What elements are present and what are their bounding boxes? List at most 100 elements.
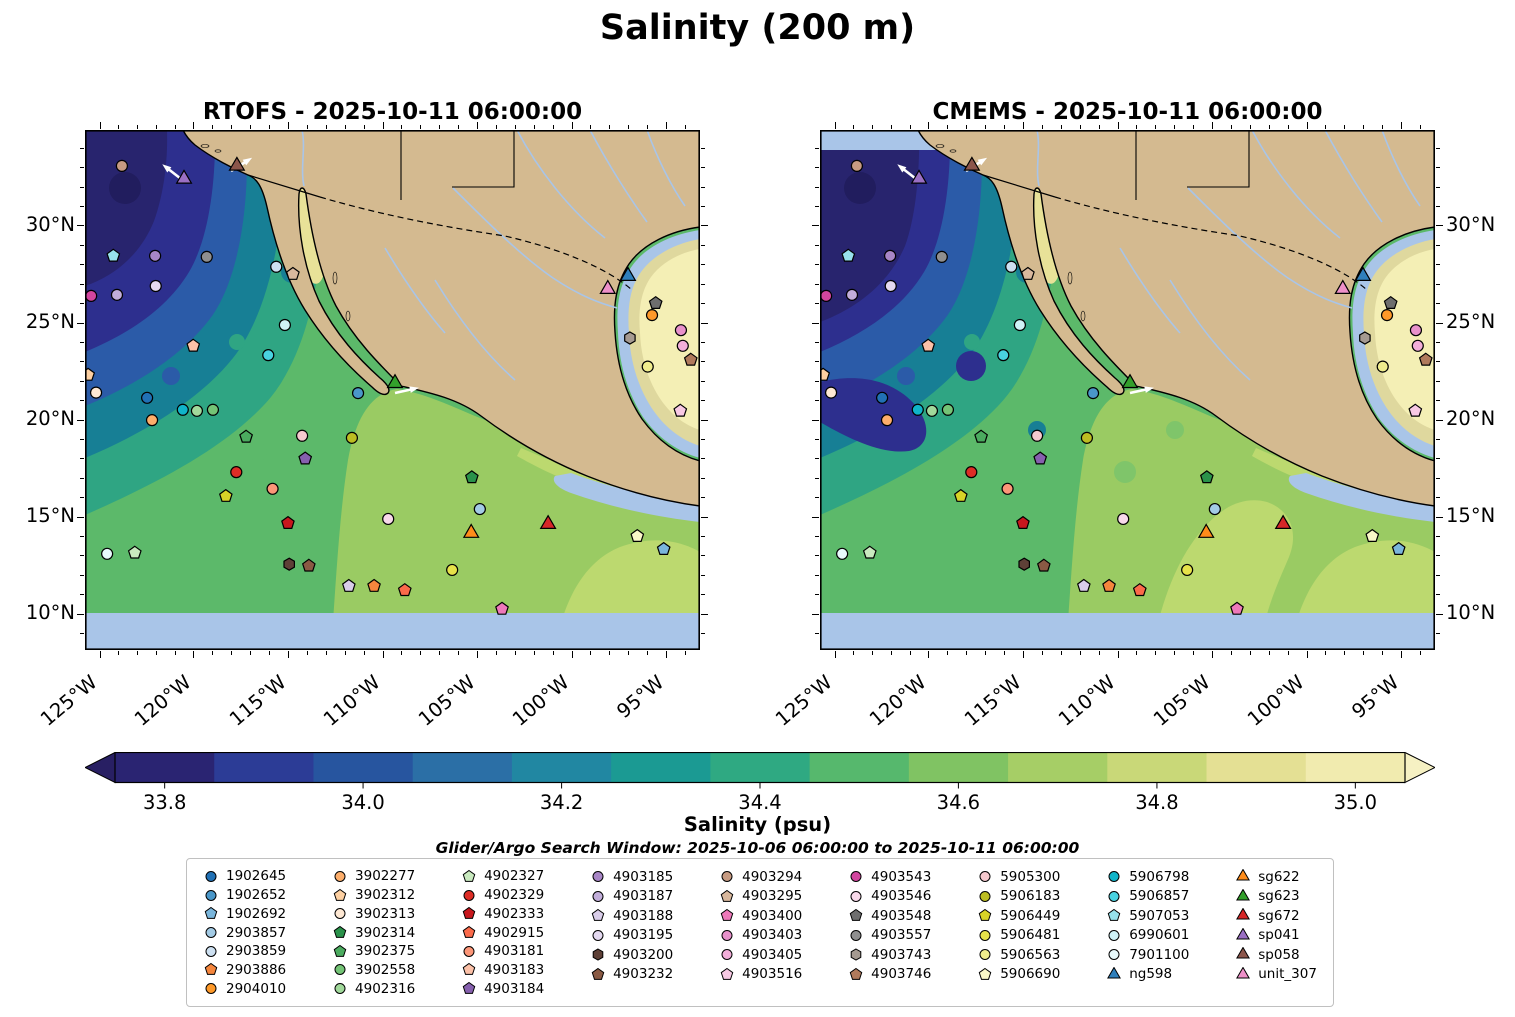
float-marker-3902277 [880, 414, 894, 427]
float-marker-2904010 [1380, 309, 1394, 322]
axis-tick [1042, 651, 1044, 655]
axis-tick [1436, 613, 1443, 615]
eddy-blob [1166, 421, 1184, 439]
glider-track-arrowhead [1144, 386, 1154, 393]
river [384, 247, 446, 334]
river [516, 130, 606, 239]
axis-tick [966, 651, 968, 655]
circle-marker [1108, 871, 1120, 883]
legend-column: 4903185 4903187 4903188 4903195 4903200 49032… [590, 867, 673, 998]
x-tick-label: 105°W [1149, 670, 1215, 731]
axis-tick [1344, 651, 1346, 655]
axis-tick [815, 303, 819, 305]
axis-tick [1436, 264, 1440, 266]
land-mass [917, 130, 1435, 507]
axis-tick [80, 438, 84, 440]
legend-item: 3902314 [332, 923, 415, 942]
legend-item: 4903232 [590, 965, 673, 985]
axis-tick [1268, 125, 1270, 129]
float-marker-5906449 [218, 488, 233, 502]
axis-tick [1155, 125, 1157, 129]
float-marker-2903859 [1005, 260, 1018, 273]
float-marker-4903743 [1359, 331, 1371, 345]
map-region [1288, 473, 1435, 522]
glider-track-arrowhead [242, 157, 253, 166]
float-marker-5906481 [446, 563, 459, 577]
legend-item: 4902329 [461, 886, 544, 905]
float-marker-4903546 [1117, 512, 1130, 526]
legend-item-label: 3902558 [355, 961, 416, 978]
axis-tick [815, 380, 819, 382]
colorbar-segment [1206, 752, 1307, 783]
legend-item-label: 2903859 [226, 943, 287, 960]
circle-marker-icon [205, 889, 217, 901]
axis-tick [701, 380, 705, 382]
pentagon-marker-icon [720, 967, 734, 980]
river [1187, 187, 1353, 309]
float-marker-7901100 [836, 547, 849, 560]
axis-tick [815, 497, 819, 499]
axis-tick [533, 651, 535, 655]
axis-tick [496, 651, 498, 655]
float-marker-1902692 [1391, 541, 1406, 555]
float-marker-4903543 [85, 289, 98, 302]
river [1119, 247, 1181, 334]
triangle-marker-icon [1236, 908, 1251, 920]
axis-tick [701, 400, 705, 402]
float-marker-4903548 [648, 295, 663, 309]
map-region [1152, 500, 1294, 650]
pentagon-marker-icon [333, 888, 347, 901]
x-tick-label: 95°W [612, 670, 669, 723]
map-panel-rtofs: RTOFS - 2025-10-11 06:00:00 125°W 120°W 11… [26, 99, 708, 731]
circle-marker-icon [334, 964, 346, 976]
pentagon-marker [333, 925, 347, 938]
x-tick-label: 115°W [225, 670, 291, 731]
axis-tick [1268, 651, 1270, 655]
axis-tick [701, 225, 708, 227]
legend-item: 5907053 [1106, 906, 1189, 926]
axis-tick [1023, 122, 1025, 129]
axis-tick [77, 516, 84, 518]
axis-tick [1381, 651, 1383, 655]
circle-marker-icon [205, 983, 217, 995]
river [1036, 130, 1040, 187]
float-marker-5906563 [1376, 360, 1389, 373]
axis-tick [627, 651, 629, 655]
float-marker-4903295 [285, 266, 300, 280]
axis-tick [268, 651, 270, 655]
legend-item-label: 4903185 [613, 868, 674, 885]
axis-tick [1287, 651, 1289, 655]
legend-item: 4903294 [719, 867, 802, 887]
float-marker-4903185 [149, 249, 162, 262]
legend-item-label: 4903405 [742, 946, 803, 963]
axis-tick [344, 651, 346, 655]
axis-tick [307, 651, 309, 655]
colorbar-segment [1008, 752, 1109, 783]
axis-tick [1362, 125, 1364, 129]
float-marker-5906857 [997, 349, 1010, 362]
legend-item: 2904010 [203, 979, 286, 998]
figure-title: Salinity (200 m) [599, 8, 916, 48]
axis-tick [815, 361, 819, 363]
axis-tick [701, 283, 705, 285]
river [434, 279, 516, 381]
axis-tick [1136, 651, 1138, 655]
float-marker-4903746 [683, 352, 698, 366]
axis-tick [193, 651, 195, 658]
axis-tick [1192, 651, 1194, 655]
legend-item: 4902327 [461, 867, 544, 886]
float-marker-3902312 [85, 367, 96, 381]
eddy-blob [964, 334, 980, 350]
legend-item: 1902692 [203, 904, 286, 923]
legend-item-label: 4903181 [484, 943, 545, 960]
axis-tick [438, 125, 440, 129]
legend-item: sg623 [1235, 887, 1317, 907]
axis-tick [382, 122, 384, 129]
float-marker-unit_307 [599, 279, 617, 294]
axis-tick [1231, 651, 1233, 655]
eddy-blob [956, 351, 986, 381]
circle-marker [979, 890, 991, 902]
circle-marker-icon [979, 949, 991, 961]
legend-item: 3902312 [332, 886, 415, 905]
pentagon-marker-icon [849, 967, 863, 980]
